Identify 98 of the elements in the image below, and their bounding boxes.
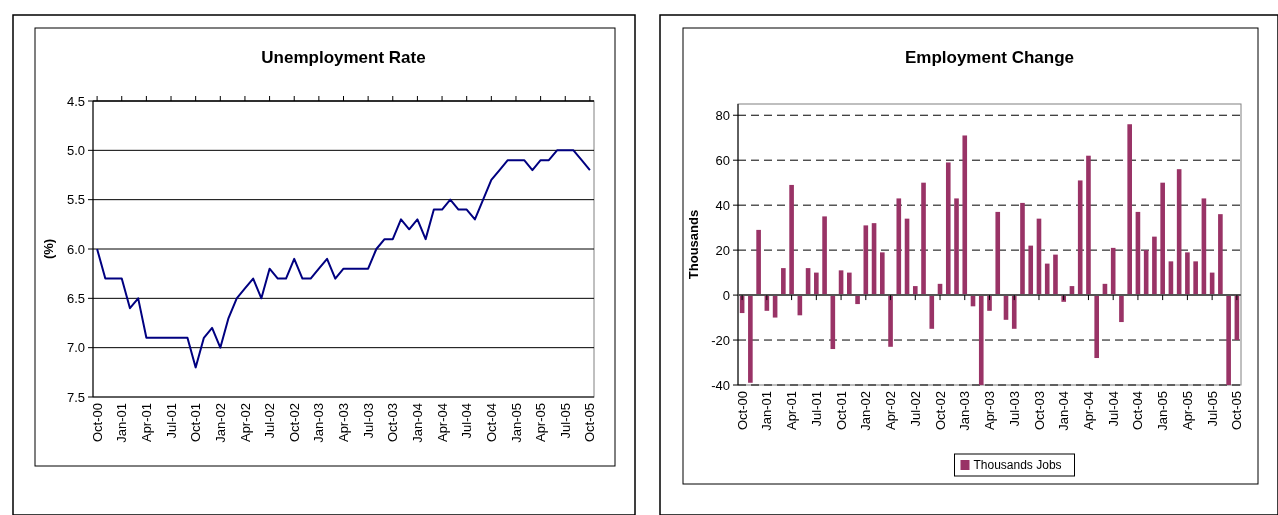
y-axis-title: Thousands: [686, 209, 701, 280]
x-tick-label: Apr-04: [1081, 391, 1096, 431]
x-tick-label: Jul-03: [1006, 391, 1022, 427]
bar: [1218, 214, 1223, 296]
x-tick-label: Oct-02: [932, 391, 948, 431]
bar: [789, 184, 794, 296]
bar: [995, 211, 1001, 296]
y-tick-label: 5.5: [66, 192, 85, 208]
x-tick-label: Jan-01: [114, 403, 130, 443]
x-tick-label: Apr-01: [784, 391, 800, 431]
x-tick-label: Oct-05: [582, 403, 598, 443]
y-tick-label: 6.0: [66, 241, 85, 257]
x-tick-label: Apr-05: [1179, 391, 1195, 431]
bar: [987, 295, 992, 311]
bar: [929, 295, 935, 329]
x-tick-label: Jul-01: [163, 403, 179, 439]
x-tick-label: Oct-04: [1130, 391, 1146, 431]
x-tick-label: Oct-01: [188, 403, 204, 443]
x-tick-label: Oct-03: [1031, 391, 1047, 431]
bar: [888, 295, 893, 347]
y-tick-label: -40: [711, 377, 730, 393]
bar: [781, 268, 786, 296]
chart-title: Employment Change: [904, 48, 1075, 67]
x-tick-label: Apr-03: [336, 403, 352, 443]
chart-title: Unemployment Rate: [261, 48, 426, 67]
x-tick-label: Jul-03: [360, 403, 376, 439]
y-tick-label: 20: [715, 242, 730, 258]
bar: [954, 198, 959, 296]
x-tick-label: Apr-05: [533, 403, 549, 443]
x-tick-label: Jan-02: [858, 391, 874, 431]
bar: [748, 295, 753, 383]
bar: [822, 216, 827, 296]
x-tick-label: Oct-05: [1229, 391, 1245, 431]
bar: [756, 229, 761, 296]
y-tick-label: 60: [715, 152, 730, 168]
y-tick-label: 5.0: [66, 142, 85, 158]
bar: [921, 182, 926, 296]
x-tick-label: Jul-02: [262, 403, 278, 439]
bar: [1226, 295, 1231, 385]
y-tick-label: 4.5: [66, 93, 85, 109]
bar: [1152, 236, 1157, 296]
bar: [1020, 202, 1025, 296]
bar: [1011, 295, 1017, 329]
x-tick-label: Oct-01: [833, 391, 849, 431]
x-tick-label: Jul-01: [808, 391, 824, 427]
x-tick-label: Jan-04: [409, 403, 425, 443]
bar: [945, 162, 951, 296]
x-tick-label: Jul-02: [907, 391, 923, 427]
x-tick-label: Apr-02: [237, 403, 253, 443]
bar: [1053, 254, 1058, 296]
x-tick-label: Apr-03: [982, 391, 998, 431]
bar: [962, 135, 968, 296]
x-tick-label: Jan-03: [311, 403, 327, 443]
x-tick-label: Jan-04: [1056, 391, 1072, 431]
bar: [847, 272, 852, 296]
x-tick-label: Apr-02: [883, 391, 899, 431]
x-tick-label: Jul-05: [1204, 391, 1220, 427]
y-tick-label: 80: [715, 107, 730, 123]
x-tick-label: Oct-03: [385, 403, 401, 443]
bar: [1127, 124, 1132, 296]
y-tick-label: -20: [711, 332, 730, 348]
x-tick-label: Jan-02: [212, 403, 228, 443]
x-tick-label: Jul-04: [1105, 391, 1121, 427]
x-tick-label: Jan-03: [957, 391, 973, 431]
y-axis-title: (%): [41, 238, 56, 260]
bar: [1028, 245, 1034, 296]
bar: [1185, 252, 1190, 296]
bar: [1119, 295, 1124, 323]
x-tick-label: Oct-02: [286, 403, 302, 443]
bar: [855, 295, 860, 305]
x-tick-label: Jul-04: [459, 403, 475, 439]
y-tick-label: 40: [715, 197, 730, 213]
bar: [879, 252, 885, 296]
x-tick-label: Oct-00: [89, 403, 105, 443]
x-tick-label: Oct-04: [483, 403, 499, 443]
x-tick-label: Jan-05: [508, 403, 524, 443]
y-tick-label: 0: [722, 287, 730, 303]
bar: [1094, 295, 1100, 359]
x-tick-label: Jul-05: [557, 403, 573, 439]
bar: [912, 286, 918, 296]
x-tick-label: Apr-04: [434, 403, 450, 443]
bar: [1193, 261, 1198, 296]
bar: [1044, 263, 1050, 296]
legend-label: Thousands Jobs: [973, 458, 1062, 473]
y-tick-label: 7.0: [66, 340, 85, 356]
x-tick-label: Oct-00: [734, 391, 750, 431]
x-tick-label: Apr-01: [138, 403, 154, 443]
bar: [814, 272, 819, 296]
x-tick-label: Jan-01: [759, 391, 775, 431]
bar: [1160, 182, 1165, 296]
y-tick-label: 6.5: [66, 290, 85, 306]
bar: [1077, 180, 1083, 296]
bar: [978, 295, 984, 385]
y-tick-label: 7.5: [66, 389, 85, 405]
bar: [896, 198, 902, 296]
x-tick-label: Jan-05: [1155, 391, 1171, 431]
line-series: [96, 149, 591, 369]
bar: [1086, 155, 1091, 296]
